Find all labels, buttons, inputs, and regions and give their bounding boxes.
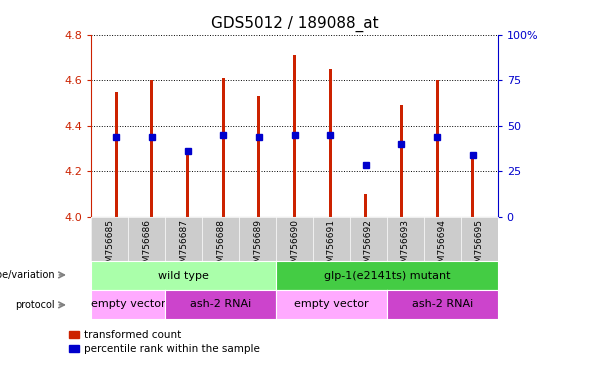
Bar: [115, 91, 118, 217]
Bar: [365, 194, 367, 217]
Text: ash-2 RNAi: ash-2 RNAi: [190, 299, 252, 310]
Bar: [150, 80, 153, 217]
Text: GSM756691: GSM756691: [327, 219, 336, 274]
Text: empty vector: empty vector: [91, 299, 166, 310]
Legend: transformed count, percentile rank within the sample: transformed count, percentile rank withi…: [67, 328, 262, 356]
Text: protocol: protocol: [15, 300, 55, 310]
Text: GSM756688: GSM756688: [216, 219, 225, 274]
Bar: [436, 80, 439, 217]
Text: GSM756695: GSM756695: [475, 219, 484, 274]
Text: glp-1(e2141ts) mutant: glp-1(e2141ts) mutant: [323, 270, 450, 281]
Bar: [222, 78, 224, 217]
Text: GSM756693: GSM756693: [401, 219, 410, 274]
Bar: [186, 151, 189, 217]
Bar: [471, 153, 474, 217]
Text: genotype/variation: genotype/variation: [0, 270, 55, 280]
Bar: [329, 69, 332, 217]
Text: GSM756686: GSM756686: [142, 219, 151, 274]
Text: empty vector: empty vector: [294, 299, 369, 310]
Text: GSM756687: GSM756687: [179, 219, 188, 274]
Text: GSM756689: GSM756689: [253, 219, 262, 274]
Text: GSM756690: GSM756690: [290, 219, 299, 274]
Bar: [293, 55, 296, 217]
Text: GSM756685: GSM756685: [105, 219, 114, 274]
Title: GDS5012 / 189088_at: GDS5012 / 189088_at: [211, 16, 378, 32]
Bar: [257, 96, 260, 217]
Text: ash-2 RNAi: ash-2 RNAi: [412, 299, 473, 310]
Text: GSM756692: GSM756692: [364, 219, 373, 274]
Text: GSM756694: GSM756694: [438, 219, 447, 274]
Bar: [400, 105, 403, 217]
Text: wild type: wild type: [158, 270, 209, 281]
